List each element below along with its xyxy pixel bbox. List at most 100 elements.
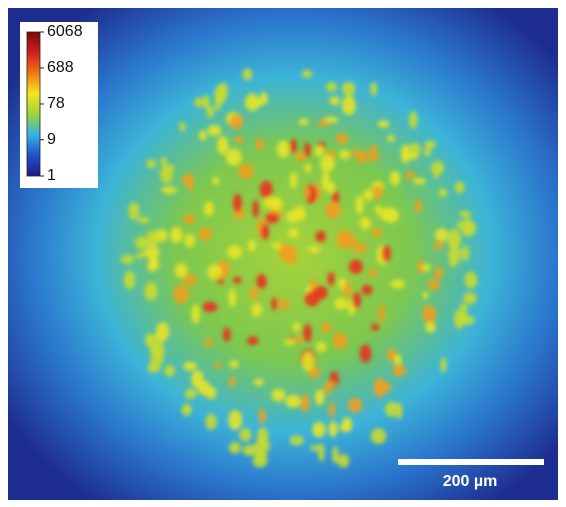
hotspot [312,421,326,438]
hotspot [228,409,243,430]
hotspot [252,199,259,218]
hotspot [378,304,386,323]
hotspot [421,264,432,272]
hotspot [307,245,321,253]
hotspot [414,200,422,214]
hotspot [251,302,263,317]
hotspot [461,309,468,321]
hotspot [356,149,367,164]
hotspot [289,435,304,446]
hotspot [314,389,325,406]
hotspot [377,120,390,128]
heatmap [8,8,558,500]
hotspot [194,97,204,108]
hotspot [392,364,407,377]
hotspot [389,170,401,186]
hotspot [198,227,213,241]
hotspot [123,270,136,290]
hotspot [375,205,382,216]
hotspot [321,322,332,334]
hotspot [253,378,264,386]
hotspot [237,163,254,180]
hotspot [407,142,422,157]
hotspot [334,298,349,310]
hotspot [372,185,383,200]
hotspot [146,230,159,247]
hotspot [147,362,161,373]
hotspot [271,388,286,402]
hotspot [325,201,341,219]
hotspot [332,190,340,206]
hotspot [187,172,194,192]
hotspot [361,284,373,296]
hotspot [371,323,380,331]
hotspot [301,69,313,78]
hotspot [440,357,447,373]
hotspot [150,353,165,366]
hotspot [183,274,198,286]
hotspot [203,339,214,346]
hotspot [438,188,448,198]
hotspot [206,105,215,118]
hotspot [371,227,382,237]
hotspot [384,401,400,417]
hotspot [359,344,372,363]
hotspot [336,229,352,249]
hotspot [214,84,226,105]
hotspot [294,152,307,161]
hotspot [363,188,374,201]
hotspot [146,159,157,169]
hotspot [128,202,140,220]
hotspot [135,252,144,260]
hotspot [144,281,158,301]
hotspot [229,114,244,130]
hotspot [227,245,243,259]
hotspot [277,299,290,310]
hotspot [233,193,242,213]
hotspot [259,180,273,199]
hotspot [170,226,183,244]
hotspot [179,122,186,132]
hotspot [228,288,237,307]
hotspot [255,138,265,150]
hotspot [256,98,263,107]
hotspot [384,208,399,224]
hotspot [332,332,348,350]
hotspot [254,449,268,461]
scale-bar-label: 200 µm [443,473,498,490]
hotspot [381,244,391,262]
hotspot [198,130,207,141]
hotspot [369,145,378,153]
hotspot [459,303,469,311]
hotspot [245,93,260,112]
hotspot [318,443,325,462]
hotspot [135,236,150,249]
hotspot [423,147,432,156]
hotspot [271,297,278,311]
hotspot [422,291,429,299]
hotspot [183,361,197,371]
hotspot [284,338,296,346]
hotspot [184,233,195,248]
hotspot [289,139,298,154]
hotspot [331,446,339,464]
hotspot [324,116,339,123]
hotspot [288,246,298,266]
hotspot [409,111,418,129]
hotspot [302,351,315,372]
hotspot [191,304,200,324]
hotspot [203,201,215,217]
hotspot [247,239,256,252]
hotspot [242,68,253,81]
hotspot [461,245,470,261]
hotspot [390,279,405,289]
hotspot [225,148,242,166]
hotspot [462,292,477,305]
hotspot [207,124,222,136]
hotspot [160,156,167,167]
hotspot [347,397,363,413]
hotspots [120,68,478,468]
hotspot [161,186,177,194]
hotspot [393,353,402,366]
hotspot [136,216,150,224]
